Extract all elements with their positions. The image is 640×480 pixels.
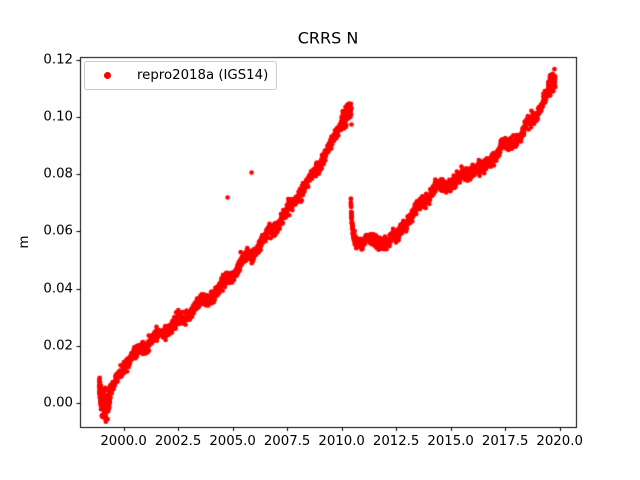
legend: repro2018a (IGS14): [84, 61, 277, 90]
x-tick-label: 2002.5: [154, 434, 202, 449]
legend-marker-dot-icon: [104, 72, 111, 79]
x-tick-label: 2017.5: [481, 434, 529, 449]
y-tick-label: 0.12: [43, 52, 73, 68]
chart-title: CRRS N: [297, 28, 359, 48]
x-tick-label: 2020.0: [536, 434, 583, 449]
y-tick-label: 0.06: [43, 223, 73, 239]
y-tick-label: 0.10: [43, 109, 73, 125]
y-axis-label: m: [16, 235, 32, 249]
y-tick-label: 0.08: [43, 166, 73, 182]
x-tick-label: 2010.0: [318, 434, 365, 449]
x-tick-label: 2012.5: [372, 434, 420, 449]
x-tick-label: 2007.5: [263, 434, 311, 449]
y-tick-label: 0.02: [43, 338, 73, 354]
y-tick-label: 0.04: [43, 281, 73, 296]
x-tick-label: 2015.0: [427, 434, 474, 449]
y-tick-label: 0.00: [43, 395, 73, 411]
legend-label: repro2018a (IGS14): [137, 68, 269, 83]
x-tick-label: 2000.0: [100, 434, 147, 449]
x-tick-label: 2005.0: [209, 434, 256, 449]
